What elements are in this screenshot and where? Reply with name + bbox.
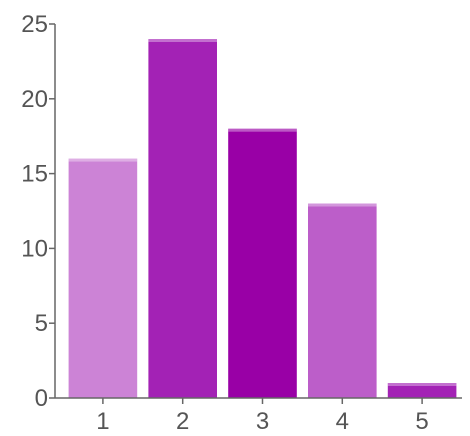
y-tick-label-0: 0: [35, 385, 48, 412]
bar-top-highlight-1: [68, 158, 138, 162]
y-tick-label-5: 5: [35, 310, 48, 337]
bar-4: [308, 203, 377, 398]
x-ticks-group: 1 2 3 4 5: [96, 398, 429, 435]
y-tick-label-20: 20: [21, 86, 48, 113]
x-axis: 1 2 3 4 5: [55, 397, 462, 435]
x-tick-label-1: 1: [96, 408, 109, 435]
bars-group: [68, 39, 457, 398]
bar-top-highlight-5: [387, 383, 457, 386]
bar-5: [387, 383, 457, 398]
y-tick-label-15: 15: [21, 161, 48, 188]
bar-top-highlight-2: [148, 39, 217, 42]
y-ticks-group: 0 5 10 15 20 25: [21, 11, 55, 412]
x-tick-label-5: 5: [415, 408, 428, 435]
bar-2: [148, 39, 217, 398]
x-tick-label-4: 4: [336, 408, 349, 435]
x-tick-label-2: 2: [176, 408, 189, 435]
y-axis: 0 5 10 15 20 25: [21, 11, 56, 412]
y-tick-label-25: 25: [21, 11, 48, 38]
bar-3: [228, 128, 297, 398]
y-tick-label-10: 10: [21, 235, 48, 262]
bar-top-highlight-3: [228, 128, 297, 132]
x-tick-label-3: 3: [256, 408, 269, 435]
bar-1: [68, 158, 138, 398]
bar-top-highlight-4: [308, 203, 377, 207]
